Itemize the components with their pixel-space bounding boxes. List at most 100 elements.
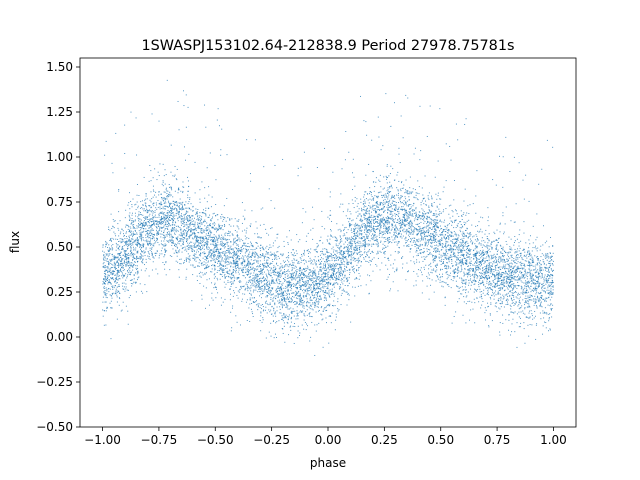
data-point [300,286,301,288]
data-point [424,226,426,228]
data-point [488,248,490,250]
data-point [236,255,238,257]
data-point [440,249,442,251]
data-point [119,275,121,277]
data-point [245,283,247,285]
data-point [325,292,327,294]
data-point [525,290,527,292]
data-point [315,304,317,306]
data-point [543,254,545,256]
data-point [468,269,470,271]
data-point [369,205,371,207]
data-point [178,212,180,214]
data-point [433,260,435,262]
data-point [440,276,442,278]
data-point [528,310,530,312]
data-point [389,241,391,243]
data-point [358,208,360,210]
data-point [545,297,547,299]
data-point [527,297,529,299]
data-point [131,218,133,220]
data-point [324,269,326,271]
data-point [415,208,417,210]
data-point [520,254,522,256]
data-point [446,255,448,257]
data-point [432,237,434,239]
data-point [276,282,278,284]
data-point [311,316,313,318]
data-point [440,198,442,200]
data-point [172,248,174,250]
data-point [215,250,217,252]
data-point [540,291,542,293]
data-point [311,293,313,295]
data-point [465,283,467,285]
data-point [254,269,256,271]
data-point [285,306,287,308]
data-point [333,268,335,270]
data-point [270,228,272,230]
data-point [348,277,350,279]
data-point [206,167,208,169]
data-point [390,218,392,220]
data-point [176,209,178,211]
data-point [263,166,265,168]
data-point [107,283,109,285]
data-point [476,235,478,237]
data-point [223,252,225,254]
data-point [221,213,223,215]
data-point [299,300,301,302]
data-point [251,311,253,313]
data-point [205,227,207,229]
data-point [377,206,379,208]
data-point [227,275,229,277]
data-point [186,245,188,247]
data-point [419,269,421,271]
data-point [318,283,320,285]
data-point [138,276,140,278]
data-point [508,260,509,262]
data-point [195,242,197,244]
data-point [540,305,542,307]
data-point [478,258,480,260]
data-point [170,207,172,209]
data-point [355,211,357,213]
data-point [439,203,441,205]
data-point [176,205,178,207]
data-point [472,264,474,266]
data-point [146,239,148,241]
data-point [370,238,372,240]
data-point [466,220,468,222]
data-point [437,213,439,215]
data-point [231,278,233,280]
data-point [182,262,184,264]
data-point [544,312,546,314]
data-point [281,306,283,308]
data-point [226,256,228,258]
data-point [216,277,218,279]
data-point [541,269,542,271]
data-point [318,288,320,290]
data-point [293,277,295,279]
data-point [324,265,326,267]
data-point [163,226,165,228]
data-point [262,319,264,321]
data-point [492,255,494,257]
data-point [216,239,218,241]
data-point [103,287,105,289]
data-point [249,279,251,281]
data-point [260,288,262,290]
data-point [423,216,425,218]
data-point [132,241,134,243]
data-point [221,259,223,261]
data-point [354,286,356,288]
data-point [257,275,259,277]
data-point [182,181,184,183]
data-point [411,230,413,232]
data-point [300,276,302,278]
data-point [213,277,215,279]
data-point [319,279,321,281]
data-point [497,249,499,251]
data-point [470,263,472,265]
